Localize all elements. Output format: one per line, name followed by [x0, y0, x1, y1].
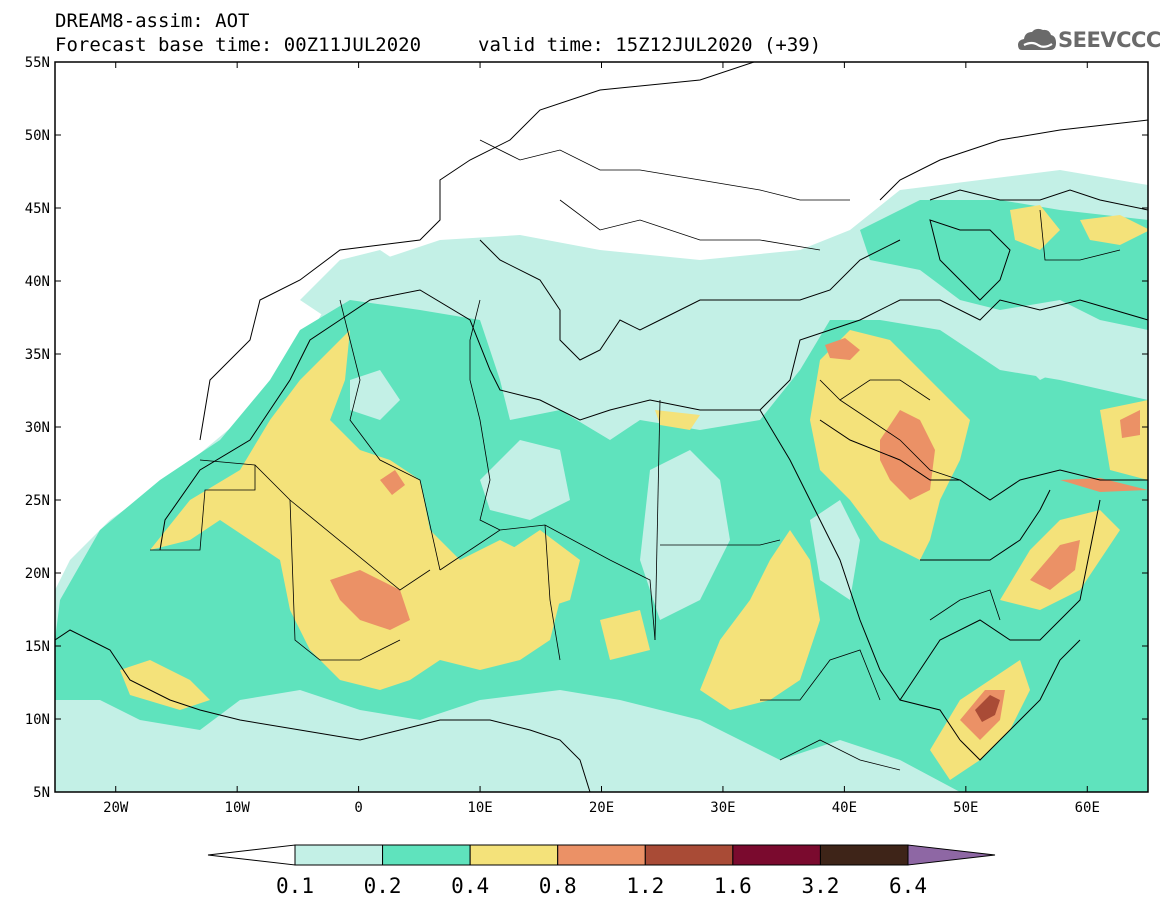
colorbar-label: 0.4 — [451, 874, 489, 898]
colorbar-label: 3.2 — [801, 874, 839, 898]
colorbar: 0.1 0.2 0.4 0.8 1.2 1.6 3.2 6.4 — [207, 844, 996, 898]
colorbar-low-arrow — [207, 844, 296, 866]
lat-tick-label: 45N — [25, 201, 50, 217]
longitude-labels: 20W 10W 0 10E 20E 30E 40E 50E 60E — [103, 800, 1100, 816]
lon-tick-label: 20E — [589, 800, 614, 816]
colorbar-swatch — [294, 844, 384, 866]
lon-tick-label: 20W — [103, 800, 129, 816]
colorbar-swatch — [732, 844, 821, 866]
coastlines — [55, 62, 1148, 792]
colorbar-swatch — [469, 844, 559, 866]
aot-band-0.8 — [330, 338, 1148, 740]
lon-tick-label: 10E — [467, 800, 492, 816]
colorbar-label: 0.1 — [276, 874, 314, 898]
lon-tick-label: 50E — [953, 800, 978, 816]
latitude-labels: 55N 50N 45N 40N 35N 30N 25N 20N 15N 10N 5N — [25, 55, 50, 801]
country-borders — [150, 139, 1121, 771]
colorbar-label: 1.6 — [714, 874, 752, 898]
lon-tick-label: 0 — [354, 800, 362, 816]
map-title: DREAM8-assim: AOT — [55, 10, 250, 32]
lat-tick-label: 15N — [25, 639, 50, 655]
lat-tick-label: 50N — [25, 128, 50, 144]
lon-tick-label: 40E — [832, 800, 857, 816]
lat-tick-label: 40N — [25, 274, 50, 290]
lat-tick-label: 30N — [25, 420, 50, 436]
colorbar-high-arrow — [907, 844, 996, 866]
aot-field — [55, 170, 1148, 792]
colorbar-swatch — [644, 844, 734, 866]
lat-tick-label: 25N — [25, 493, 50, 509]
lon-tick-label: 10W — [225, 800, 251, 816]
forecast-base-time: Forecast base time: 00Z11JUL2020 — [55, 34, 422, 56]
axis-ticks — [55, 61, 1148, 793]
colorbar-swatch — [557, 844, 646, 866]
lat-tick-label: 35N — [25, 347, 50, 363]
colorbar-label: 0.2 — [364, 874, 402, 898]
lat-tick-label: 20N — [25, 566, 50, 582]
colorbar-label: 1.2 — [626, 874, 664, 898]
lon-tick-label: 60E — [1075, 800, 1100, 816]
colorbar-swatch — [819, 844, 909, 866]
lat-tick-label: 55N — [25, 55, 50, 71]
aot-band-1.2 — [975, 695, 1000, 722]
logo-text: SEEVCCC — [1058, 28, 1161, 52]
aot-band-0.1-patches — [350, 330, 1080, 620]
cloud-icon — [1018, 28, 1056, 50]
colorbar-label: 0.8 — [539, 874, 577, 898]
lon-tick-label: 30E — [710, 800, 735, 816]
colorbar-label: 6.4 — [889, 874, 927, 898]
valid-time: valid time: 15Z12JUL2020 (+39) — [478, 34, 822, 56]
lat-tick-label: 5N — [33, 785, 50, 801]
colorbar-swatch — [382, 844, 471, 866]
lat-tick-label: 10N — [25, 712, 50, 728]
